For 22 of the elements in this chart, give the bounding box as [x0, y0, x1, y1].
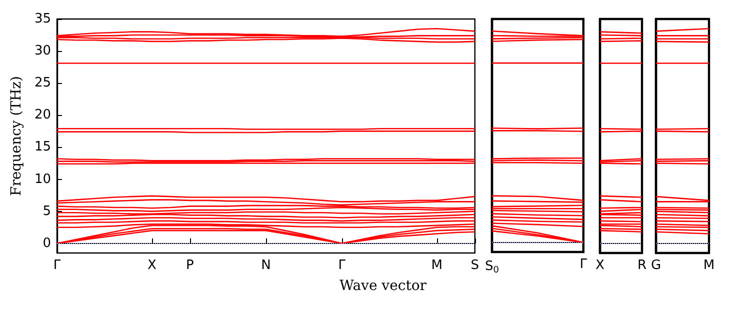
x-tick-label: S [470, 258, 480, 273]
x-tick-label: Γ [580, 257, 588, 272]
y-axis-title: Frequency (THz) [8, 76, 25, 196]
y-tick-label: 15 [34, 140, 51, 155]
x-tick-label: P [186, 258, 194, 273]
y-tick-label: 5 [42, 204, 51, 219]
y-tick-label: 0 [42, 236, 51, 251]
y-tick-label: 25 [34, 76, 51, 91]
x-tick-label: Γ [338, 258, 346, 273]
x-axis-title: Wave vector [338, 278, 428, 294]
x-tick-label: R [637, 258, 647, 273]
x-tick-label: G [650, 258, 662, 273]
x-tick-label: M [703, 258, 715, 273]
x-tick-label: X [596, 258, 605, 273]
y-tick-label: 10 [34, 172, 51, 187]
x-tick-label: X [148, 258, 157, 273]
y-tick-label: 35 [34, 12, 51, 26]
x-tick-label: M [431, 258, 442, 273]
y-tick-label: 20 [34, 108, 51, 123]
x-tick-label: Γ [53, 258, 62, 273]
y-tick-label: 30 [34, 44, 51, 59]
x-tick-label: N [261, 258, 271, 273]
